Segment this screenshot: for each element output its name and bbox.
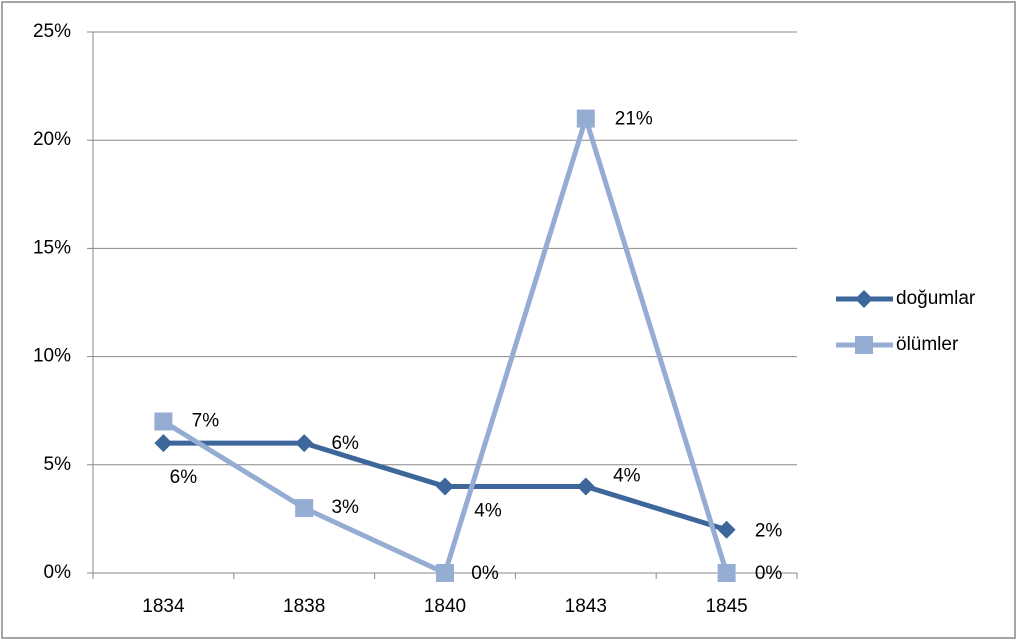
x-tick-label: 1834 — [142, 596, 185, 617]
marker — [154, 412, 173, 431]
y-tick-label: 20% — [33, 129, 71, 150]
legend-label: ölümler — [896, 334, 959, 355]
x-tick-label: 1845 — [705, 596, 747, 617]
data-label: 3% — [331, 497, 359, 518]
data-label: 2% — [755, 521, 783, 542]
data-label: 6% — [331, 433, 359, 454]
x-tick-label: 1843 — [565, 596, 607, 617]
marker — [436, 477, 454, 496]
marker — [576, 109, 595, 128]
marker — [855, 290, 873, 308]
legend-label: doğumlar — [896, 288, 976, 309]
y-tick-label: 10% — [33, 346, 71, 367]
marker — [436, 564, 454, 582]
data-label: 0% — [755, 563, 783, 584]
y-tick-label: 0% — [44, 562, 72, 583]
data-label: 4% — [474, 500, 502, 521]
marker — [717, 564, 736, 582]
marker — [576, 477, 595, 496]
marker — [295, 434, 314, 453]
marker — [295, 499, 314, 518]
data-label: 4% — [613, 465, 641, 486]
data-label: 0% — [471, 563, 499, 584]
marker — [717, 520, 736, 539]
x-tick-label: 1838 — [283, 596, 325, 617]
data-label: 7% — [192, 411, 220, 432]
data-label: 6% — [170, 467, 198, 488]
y-tick-label: 15% — [33, 237, 71, 258]
x-tick-label: 1840 — [424, 596, 466, 617]
y-tick-label: 5% — [44, 454, 72, 475]
y-tick-label: 25% — [33, 21, 71, 42]
data-label: 21% — [615, 109, 653, 130]
marker — [154, 434, 173, 453]
marker — [855, 336, 873, 354]
